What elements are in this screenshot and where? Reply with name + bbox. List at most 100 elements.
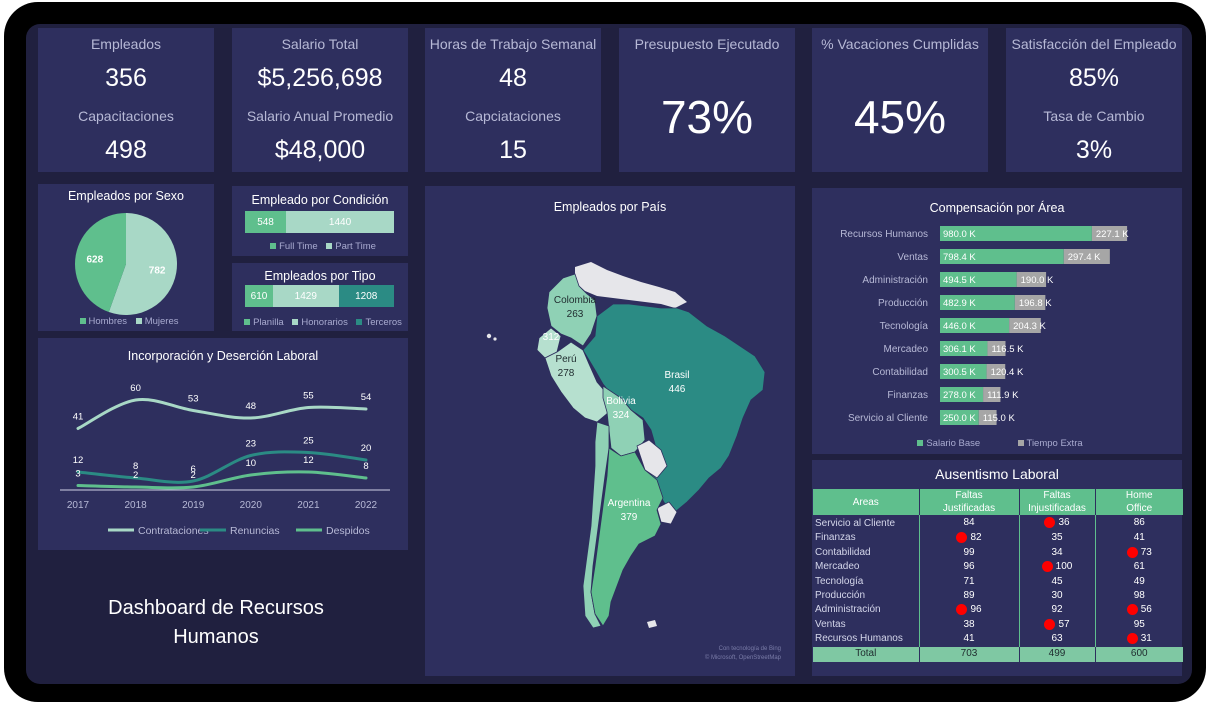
bar-tiempo-extra (1014, 295, 1046, 310)
col-header-1-line2: Justificadas (942, 503, 996, 514)
south-america-map[interactable]: Colombia 263 312 Perú 278 Brasil 446 Bolivia 324… (425, 186, 795, 676)
map-label-value: 324 (613, 410, 630, 421)
map-label-name: Argentina (608, 498, 651, 509)
line-data-label: 41 (73, 412, 84, 423)
kpi-value-empleados: 356 (105, 64, 147, 92)
table-cell-value: 96 (918, 560, 1019, 575)
bar-tiempo-extra (1091, 226, 1128, 241)
kpi-value-capciataciones: 15 (499, 136, 527, 164)
bar-salario-base (940, 272, 1017, 287)
bar-label-tiempo-extra: 190.0 K (1021, 275, 1054, 286)
kpi-label-vacaciones: % Vacaciones Cumplidas (821, 36, 979, 52)
kpi-value-salario-total: $5,256,698 (257, 64, 383, 92)
map-region-colombia[interactable] (546, 273, 598, 347)
map-region-venezuela-guyanas (575, 262, 687, 308)
table-cell-area: Producción (815, 590, 866, 602)
category-label: Recursos Humanos (840, 229, 928, 240)
line-series-renuncias (76, 450, 368, 484)
bar-label-tiempo-extra: 297.4 K (1068, 252, 1101, 263)
kpi-value-salario-promedio: $48,000 (274, 136, 366, 164)
line-data-label: 53 (188, 394, 199, 405)
line-data-label: 25 (303, 436, 314, 447)
panel-incorporacion-desercion: Incorporación y Deserción Laboral 41 60 53… (38, 338, 408, 550)
kpi-panel-satisfaccion: Satisfacción del Empleado 85% Tasa de Ca… (1006, 28, 1182, 172)
line-data-label: 60 (130, 383, 141, 394)
table-cell-value: 95 (1094, 617, 1183, 633)
map-region-argentina[interactable] (590, 447, 664, 627)
table-cell-value: 92 (1018, 603, 1095, 618)
line-data-label: 48 (246, 401, 257, 412)
stacked-bar-tipo: 610 1429 1208 (245, 285, 394, 307)
category-label: Tecnología (880, 321, 929, 332)
kpi-panel-vacaciones: % Vacaciones Cumplidas 45% (812, 28, 988, 172)
bar-label-salario-base: 798.4 K (943, 252, 976, 263)
map-label-name: Perú (555, 354, 576, 365)
table-row: Tecnología 71 45 49 (813, 574, 1183, 590)
compensacion-legend: Salario Base Tiempo Extra (812, 438, 1182, 449)
category-label: Producción (878, 298, 928, 309)
table-cell-area: Tecnología (815, 575, 864, 587)
panel-empleados-por-sexo: Empleados por Sexo 782 628 Hombres Mujere… (38, 184, 214, 331)
bar-label-salario-base: 306.1 K (943, 344, 976, 355)
bar-label-salario-base: 300.5 K (943, 367, 976, 378)
bar-label-salario-base: 250.0 K (943, 413, 976, 424)
x-tick-label: 2022 (355, 500, 378, 511)
table-cell-value: 57 (1018, 617, 1095, 633)
tipo-legend: Planilla Honorarios Terceros (232, 317, 408, 328)
kpi-value-horas: 48 (499, 64, 527, 92)
red-alert-dot-icon (1126, 604, 1138, 616)
table-cell-value: 36 (1018, 515, 1095, 532)
pie-label-mujeres: 782 (149, 265, 166, 276)
line-data-label: 2 (133, 470, 138, 481)
map-label-name: Colombia (554, 295, 597, 306)
table-cell-value: 38 (918, 617, 1019, 633)
legend-honorarios: Honorarios (301, 317, 348, 328)
chart-title-condicion: Empleado por Condición (251, 193, 389, 207)
dashboard-title-line2: Humanos (173, 626, 259, 648)
map-label-value: 312 (543, 332, 560, 343)
table-cell-value: 89 (918, 589, 1019, 604)
col-header-faltas-injustificadas: Faltas Injustificadas (1018, 489, 1095, 515)
table-cell-value: 61 (1094, 560, 1183, 575)
red-alert-dot-icon (1126, 633, 1138, 645)
legend-swatch-tiempo-extra (1017, 440, 1024, 447)
table-row: Servicio al Cliente 84 36 86 (813, 515, 1183, 532)
line-data-label: 55 (303, 391, 314, 402)
bar-tiempo-extra (1063, 249, 1110, 264)
red-alert-dot-icon (1126, 546, 1138, 558)
panel-compensacion-por-area: Compensación por Área Recursos Humanos 98… (812, 188, 1182, 454)
map-region-brasil[interactable] (582, 303, 766, 513)
chart-title-mapa: Empleados por País (553, 200, 667, 214)
bar-label-tiempo-extra: 204.3 K (1013, 321, 1046, 332)
total-label: Total (813, 646, 919, 662)
col-header-3-line2: Office (1126, 503, 1153, 514)
panel-empleados-por-pais: Empleados por País (425, 186, 795, 676)
map-label-value: 379 (621, 512, 638, 523)
bar-label-tiempo-extra: 116.5 K (991, 344, 1024, 355)
col-header-3-line1: Home (1125, 490, 1153, 501)
bar-salario-base (940, 364, 987, 379)
category-label: Servicio al Cliente (848, 413, 928, 424)
red-alert-dot-icon (1044, 618, 1056, 630)
stacked-bar-condicion: 548 1440 (245, 211, 394, 233)
total-home-office: 600 (1094, 646, 1183, 662)
kpi-label-empleados: Empleados (90, 36, 162, 52)
kpi-label-salario-total: Salario Total (281, 36, 359, 52)
bar-tiempo-extra (987, 341, 1006, 356)
legend-label-contrataciones: Contrataciones (138, 525, 209, 537)
table-cell-area: Finanzas (815, 532, 856, 544)
table-cell-value: 49 (1094, 574, 1183, 590)
table-cell-value: 34 (1018, 545, 1095, 561)
legend-swatch-part-time (326, 243, 333, 250)
table-row: Finanzas 82 35 41 (813, 531, 1183, 546)
table-cell-value: 84 (918, 515, 1019, 532)
bar-label-tiempo-extra: 196.8 K (1019, 298, 1052, 309)
category-label: Administración (862, 275, 928, 286)
category-label: Finanzas (887, 390, 928, 401)
bar-label-salario-base: 494.5 K (943, 275, 976, 286)
red-alert-dot-icon (1044, 516, 1056, 528)
line-data-label: 8 (133, 461, 138, 472)
col-header-1-line1: Faltas (955, 490, 983, 501)
kpi-label-satisfaccion: Satisfacción del Empleado (1011, 36, 1177, 52)
table-cell-value: 96 (918, 603, 1019, 618)
